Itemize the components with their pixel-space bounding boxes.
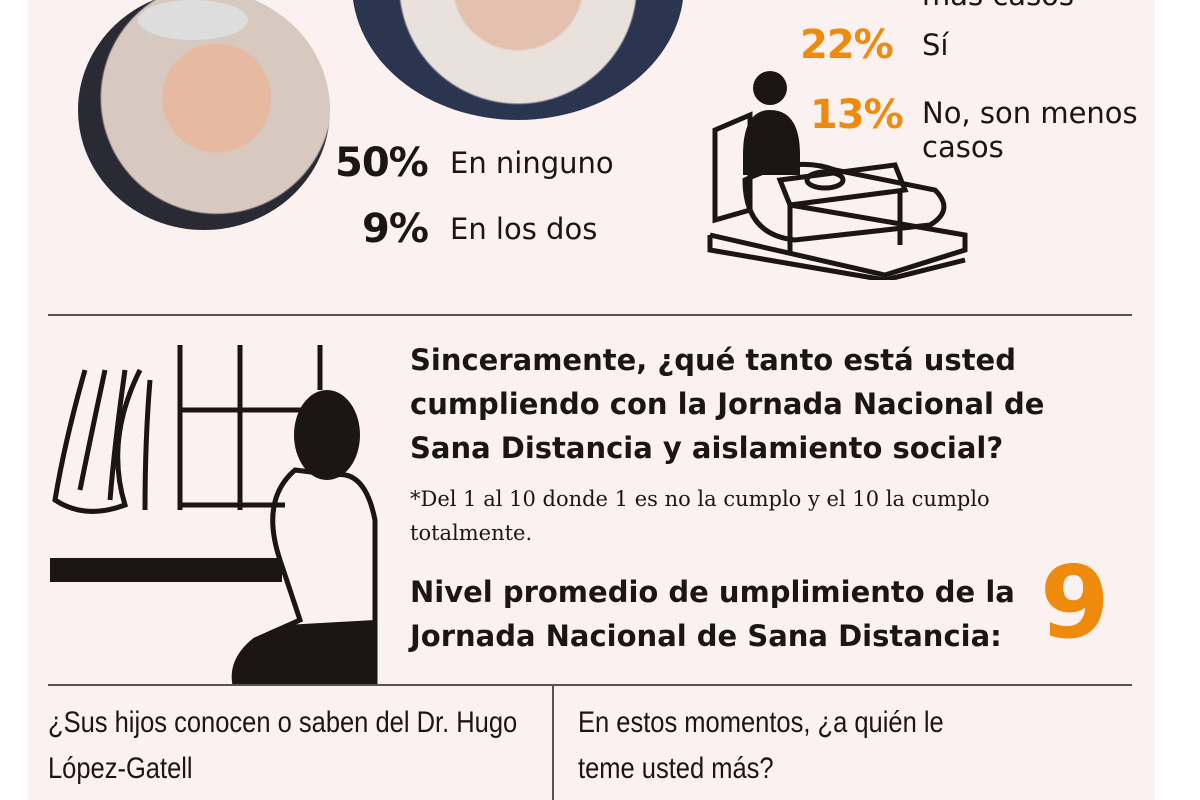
hospital-bed-icon — [707, 71, 968, 280]
compliance-question: Sinceramente, ¿qué tanto está usted cump… — [410, 343, 1045, 465]
stat-fewer-label: No, son menos casos — [922, 96, 1138, 164]
stat-none-label: En ninguno — [450, 146, 614, 180]
compliance-note: *Del 1 al 10 donde 1 es no la cumplo y e… — [410, 487, 990, 545]
result-label: Nivel promedio de umplimiento de la Jorn… — [410, 575, 1015, 653]
cut-label: más casos — [922, 0, 1074, 12]
column-divider — [552, 684, 554, 800]
stat-yes-pct: 22% — [800, 22, 894, 68]
divider-bottom — [48, 684, 1132, 686]
stat-none-pct: 50% — [335, 140, 429, 186]
children-question: ¿Sus hijos conocen o saben del Dr. Hugo … — [48, 706, 518, 785]
stat-both-pct: 9% — [362, 206, 429, 252]
photo-lopez-obrador — [78, 0, 330, 230]
stat-both-label: En los dos — [450, 212, 598, 246]
stat-fewer-pct: 13% — [810, 92, 904, 138]
divider-top — [48, 314, 1132, 316]
fear-question: En estos momentos, ¿a quién le teme uste… — [578, 706, 944, 785]
stat-yes-label: Sí — [922, 28, 949, 62]
person-at-window-illustration — [50, 345, 378, 685]
result-value: 9 — [1040, 544, 1110, 661]
